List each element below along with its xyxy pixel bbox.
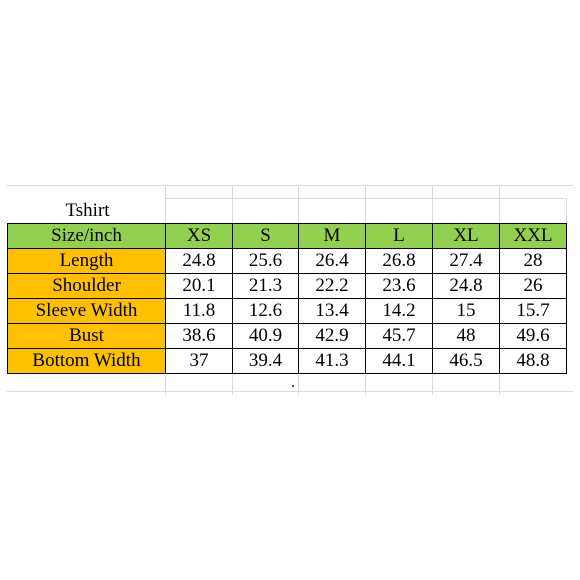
table-row: Shoulder 20.1 21.3 22.2 23.6 24.8 26 bbox=[7, 273, 567, 299]
value-cell[interactable]: 24.8 bbox=[432, 273, 500, 299]
value-cell[interactable]: 49.6 bbox=[499, 323, 567, 349]
gridline bbox=[7, 391, 573, 392]
cell[interactable] bbox=[298, 198, 366, 224]
row-label[interactable]: Bottom Width bbox=[7, 348, 166, 374]
value-cell[interactable]: 25.6 bbox=[232, 248, 299, 274]
gridline bbox=[7, 185, 573, 186]
value-cell[interactable]: 22.2 bbox=[298, 273, 366, 299]
value-cell[interactable]: 13.4 bbox=[298, 298, 366, 324]
table-row: Bust 38.6 40.9 42.9 45.7 48 49.6 bbox=[7, 323, 567, 349]
value-cell[interactable]: 48.8 bbox=[499, 348, 567, 374]
value-cell[interactable]: 26.4 bbox=[298, 248, 366, 274]
table-row: Length 24.8 25.6 26.4 26.8 27.4 28 bbox=[7, 248, 567, 274]
value-cell[interactable]: 21.3 bbox=[232, 273, 299, 299]
value-cell[interactable]: 26 bbox=[499, 273, 567, 299]
value-cell[interactable]: 44.1 bbox=[365, 348, 433, 374]
value-cell[interactable]: 15 bbox=[432, 298, 500, 324]
cell[interactable] bbox=[165, 198, 233, 224]
header-cell-xxl[interactable]: XXL bbox=[499, 223, 567, 249]
table-row: Sleeve Width 11.8 12.6 13.4 14.2 15 15.7 bbox=[7, 298, 567, 324]
row-label[interactable]: Sleeve Width bbox=[7, 298, 166, 324]
value-cell[interactable]: 48 bbox=[432, 323, 500, 349]
value-cell[interactable]: 14.2 bbox=[365, 298, 433, 324]
table-title[interactable]: Tshirt bbox=[7, 198, 166, 224]
value-cell[interactable]: 46.5 bbox=[432, 348, 500, 374]
row-label[interactable]: Bust bbox=[7, 323, 166, 349]
header-cell-s[interactable]: S bbox=[232, 223, 299, 249]
header-row: Size/inch XS S M L XL XXL bbox=[7, 223, 567, 249]
value-cell[interactable]: 42.9 bbox=[298, 323, 366, 349]
table-row: Bottom Width 37 39.4 41.3 44.1 46.5 48.8 bbox=[7, 348, 567, 374]
value-cell[interactable]: 41.3 bbox=[298, 348, 366, 374]
header-cell-xs[interactable]: XS bbox=[165, 223, 233, 249]
value-cell[interactable]: 12.6 bbox=[232, 298, 299, 324]
stray-dot bbox=[292, 385, 294, 387]
row-label[interactable]: Length bbox=[7, 248, 166, 274]
cell[interactable] bbox=[499, 198, 567, 224]
header-cell-xl[interactable]: XL bbox=[432, 223, 500, 249]
value-cell[interactable]: 26.8 bbox=[365, 248, 433, 274]
size-table: Tshirt Size/inch XS S M L XL XXL Length … bbox=[7, 198, 567, 374]
cell[interactable] bbox=[232, 198, 299, 224]
header-cell-l[interactable]: L bbox=[365, 223, 433, 249]
value-cell[interactable]: 40.9 bbox=[232, 323, 299, 349]
row-label[interactable]: Shoulder bbox=[7, 273, 166, 299]
value-cell[interactable]: 20.1 bbox=[165, 273, 233, 299]
value-cell[interactable]: 15.7 bbox=[499, 298, 567, 324]
value-cell[interactable]: 38.6 bbox=[165, 323, 233, 349]
value-cell[interactable]: 45.7 bbox=[365, 323, 433, 349]
value-cell[interactable]: 23.6 bbox=[365, 273, 433, 299]
size-chart-sheet: Tshirt Size/inch XS S M L XL XXL Length … bbox=[7, 185, 573, 395]
value-cell[interactable]: 39.4 bbox=[232, 348, 299, 374]
cell[interactable] bbox=[432, 198, 500, 224]
header-cell-m[interactable]: M bbox=[298, 223, 366, 249]
value-cell[interactable]: 27.4 bbox=[432, 248, 500, 274]
title-row: Tshirt bbox=[7, 198, 567, 224]
cell[interactable] bbox=[365, 198, 433, 224]
value-cell[interactable]: 24.8 bbox=[165, 248, 233, 274]
value-cell[interactable]: 37 bbox=[165, 348, 233, 374]
header-cell-size[interactable]: Size/inch bbox=[7, 223, 166, 249]
value-cell[interactable]: 28 bbox=[499, 248, 567, 274]
value-cell[interactable]: 11.8 bbox=[165, 298, 233, 324]
